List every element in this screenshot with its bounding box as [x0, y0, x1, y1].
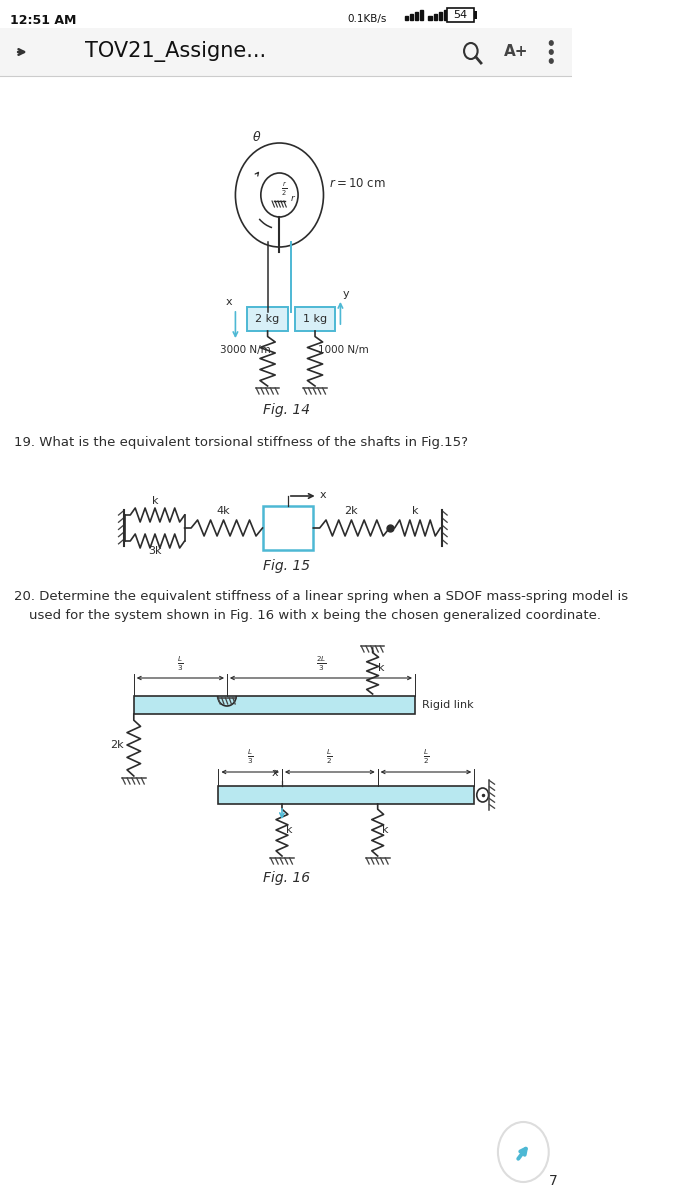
Bar: [415, 12, 418, 20]
Bar: [410, 14, 413, 20]
Circle shape: [549, 41, 553, 46]
Text: Fig. 16: Fig. 16: [263, 871, 310, 886]
Bar: [439, 12, 442, 20]
Text: k: k: [378, 662, 384, 673]
Text: 2k: 2k: [345, 506, 358, 516]
Text: $\frac{L}{2}$: $\frac{L}{2}$: [326, 748, 333, 766]
Circle shape: [549, 59, 553, 64]
Bar: [134, 696, 415, 714]
Text: 0.1KB/s: 0.1KB/s: [347, 14, 387, 24]
Bar: [475, 11, 477, 19]
Bar: [295, 307, 335, 331]
Text: 4k: 4k: [217, 506, 230, 516]
Text: Fig. 15: Fig. 15: [263, 559, 310, 572]
Bar: [433, 14, 437, 20]
Bar: [447, 8, 475, 22]
Text: 12:51 AM: 12:51 AM: [10, 14, 76, 26]
Text: k: k: [152, 496, 158, 506]
Bar: [420, 10, 423, 20]
Text: $\theta$: $\theta$: [252, 130, 262, 144]
Text: Fig. 14: Fig. 14: [263, 403, 310, 416]
Bar: [443, 10, 447, 20]
Text: k: k: [412, 506, 418, 516]
Text: $\frac{r}{2}$: $\frac{r}{2}$: [281, 180, 288, 198]
Circle shape: [477, 788, 489, 802]
Text: x: x: [225, 296, 232, 307]
Text: Rigid link: Rigid link: [422, 700, 473, 710]
Text: 20. Determine the equivalent stiffness of a linear spring when a SDOF mass-sprin: 20. Determine the equivalent stiffness o…: [14, 590, 628, 602]
Bar: [405, 16, 408, 20]
Text: k: k: [286, 826, 293, 835]
Circle shape: [261, 173, 298, 217]
Circle shape: [549, 49, 553, 54]
Text: 19. What is the equivalent torsional stiffness of the shafts in Fig.15?: 19. What is the equivalent torsional sti…: [14, 436, 468, 449]
Text: 1 kg: 1 kg: [303, 314, 327, 324]
Text: $\frac{L}{3}$: $\frac{L}{3}$: [177, 654, 184, 673]
Text: $\frac{L}{3}$: $\frac{L}{3}$: [246, 748, 253, 766]
Text: TOV21_Assigne...: TOV21_Assigne...: [84, 42, 266, 62]
Text: $r = 10$ cm: $r = 10$ cm: [329, 176, 385, 190]
Text: 2 kg: 2 kg: [255, 314, 279, 324]
Text: 1000 N/m: 1000 N/m: [319, 346, 369, 355]
Bar: [247, 307, 288, 331]
Circle shape: [498, 1122, 549, 1182]
Text: $r$: $r$: [290, 193, 296, 203]
Text: 7: 7: [549, 1174, 557, 1188]
Text: 3k: 3k: [148, 546, 162, 556]
Text: x: x: [272, 768, 279, 778]
Bar: [263, 506, 313, 550]
Bar: [219, 786, 475, 804]
Text: y: y: [343, 289, 350, 299]
Text: used for the system shown in Fig. 16 with x being the chosen generalized coordin: used for the system shown in Fig. 16 wit…: [29, 608, 601, 622]
Text: $\frac{L}{2}$: $\frac{L}{2}$: [423, 748, 429, 766]
Bar: [429, 16, 432, 20]
Text: x: x: [319, 490, 326, 500]
Text: 3000 N/m: 3000 N/m: [220, 346, 271, 355]
Text: A+: A+: [504, 44, 529, 60]
Text: 54: 54: [454, 10, 468, 20]
Bar: [0, 28, 572, 76]
Text: 2k: 2k: [110, 740, 124, 750]
Text: k: k: [382, 826, 388, 835]
Text: $\frac{2L}{3}$: $\frac{2L}{3}$: [316, 654, 326, 673]
